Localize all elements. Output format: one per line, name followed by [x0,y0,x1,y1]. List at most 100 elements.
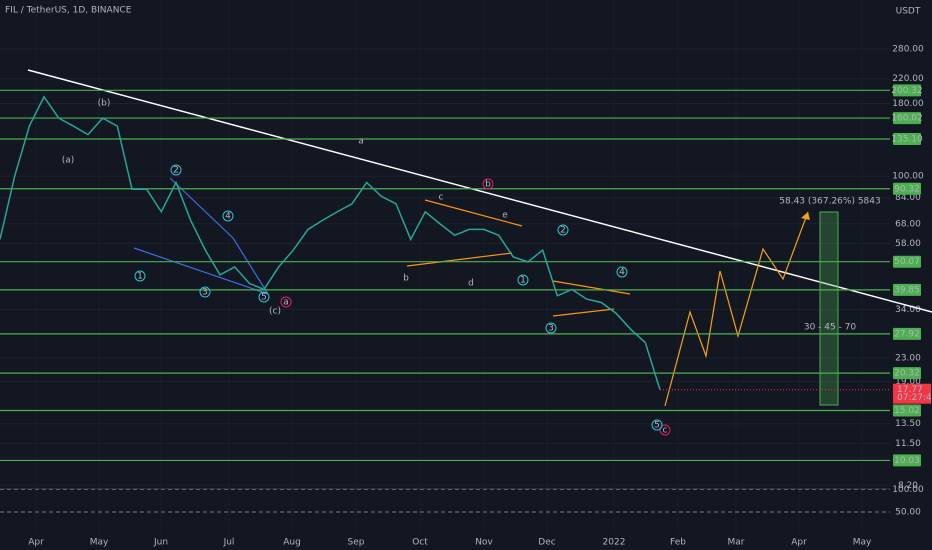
level-label: 160.02 [891,114,923,124]
annotation: d [468,279,474,289]
level-label: 39.85 [894,285,920,295]
level-tag [893,454,921,467]
triangle-lower [552,308,615,317]
wave-circle [545,322,557,334]
x-tick-label: Nov [475,538,493,548]
projection [664,211,809,407]
level-tag [893,112,921,125]
level-label: 15.02 [894,406,920,416]
level-tag [893,327,921,340]
y-tick-label: 8.20 [898,481,918,491]
x-tick-label: 2022 [603,538,626,548]
y-tick-label: 11.50 [895,439,921,449]
wedge-upper [169,177,269,295]
annotation: 1 [137,272,143,282]
wave-circle [557,224,569,236]
x-tick-label: Feb [670,538,686,548]
annotation: b [485,180,491,190]
annotation: 1 [520,276,526,286]
annotation: c [439,193,444,203]
chart-title: FIL / TetherUS, 1D, BINANCE [5,6,132,16]
level-label: 27.92 [894,329,920,339]
price-line [0,95,661,390]
y-tick-label: 100.00 [892,172,924,182]
indicator-tick-label: 100.00 [892,485,924,495]
level-label: 200.32 [891,86,923,96]
level-tag [893,133,921,146]
indicator-tick-label: 50.00 [895,508,921,518]
annotation: 4 [619,268,625,278]
wave-circle [659,424,671,436]
y-tick-label: 280.00 [892,44,924,54]
triangle-upper [552,280,631,295]
annotation: 58.43 (367.26%) 5843 [779,197,880,207]
annotation: a [283,298,289,308]
x-tick-label: Sep [348,538,365,548]
level-label: 90.32 [894,184,920,194]
triangle-lower [406,252,513,267]
annotation: 4 [225,212,231,222]
annotation: 2 [560,226,566,236]
x-tick-label: May [90,538,109,548]
level-tag [893,404,921,417]
wedge-lower [133,247,269,295]
annotation: 5 [654,421,660,431]
y-tick-label: 34.00 [895,305,921,315]
x-tick-label: Aug [283,538,301,548]
annotation: 3 [548,324,554,334]
wave-circle [258,291,270,303]
current-price: 17.77 [897,385,923,395]
annotation: 5 [261,293,267,303]
y-tick-label: 23.00 [895,353,921,363]
level-label: 135.10 [891,135,923,145]
x-tick-label: Apr [791,538,807,548]
trend-line [27,69,932,313]
currency: USDT [896,7,921,17]
x-tick-label: Apr [28,538,44,548]
wave-circle [134,270,146,282]
annotation: e [502,211,508,221]
wave-circle [651,419,663,431]
annotation: b [403,274,409,284]
level-tag [893,255,921,268]
annotation: c [663,426,668,436]
wave-circle [517,274,529,286]
annotation: (b) [98,99,111,109]
level-tag [893,367,921,380]
projection-arrow [801,212,810,220]
annotation: 3 [202,288,208,298]
wave-circle [280,296,292,308]
wave-circle [482,178,494,190]
level-tag [893,84,921,97]
y-tick-label: 19.00 [895,377,921,387]
wave-circle [222,210,234,222]
level-label: 20.32 [894,369,920,379]
annotation: 2 [173,166,179,176]
level-tag [893,283,921,296]
price-tag [893,383,931,404]
x-tick-label: May [853,538,872,548]
y-tick-label: 68.00 [895,219,921,229]
level-tag [893,182,921,195]
target-box [819,211,839,406]
y-tick-label: 220.00 [892,74,924,84]
x-tick-label: Dec [538,538,555,548]
level-label: 10.03 [894,456,920,466]
wave-circle [170,164,182,176]
annotation: (c) [269,307,281,317]
wave-circle [616,266,628,278]
y-tick-label: 84.00 [895,193,921,203]
y-tick-label: 180.00 [892,99,924,109]
x-tick-label: Mar [728,538,745,548]
level-label: 50.07 [894,257,920,267]
annotation: (a) [62,156,75,166]
y-tick-label: 13.50 [895,419,921,429]
annotation: a [358,137,364,147]
x-tick-label: Oct [412,538,428,548]
x-tick-label: Jul [223,538,235,548]
annotation: 30 - 45 - 70 [804,323,857,333]
pane-separator [0,488,890,489]
countdown: 07:27:45 [897,393,932,403]
